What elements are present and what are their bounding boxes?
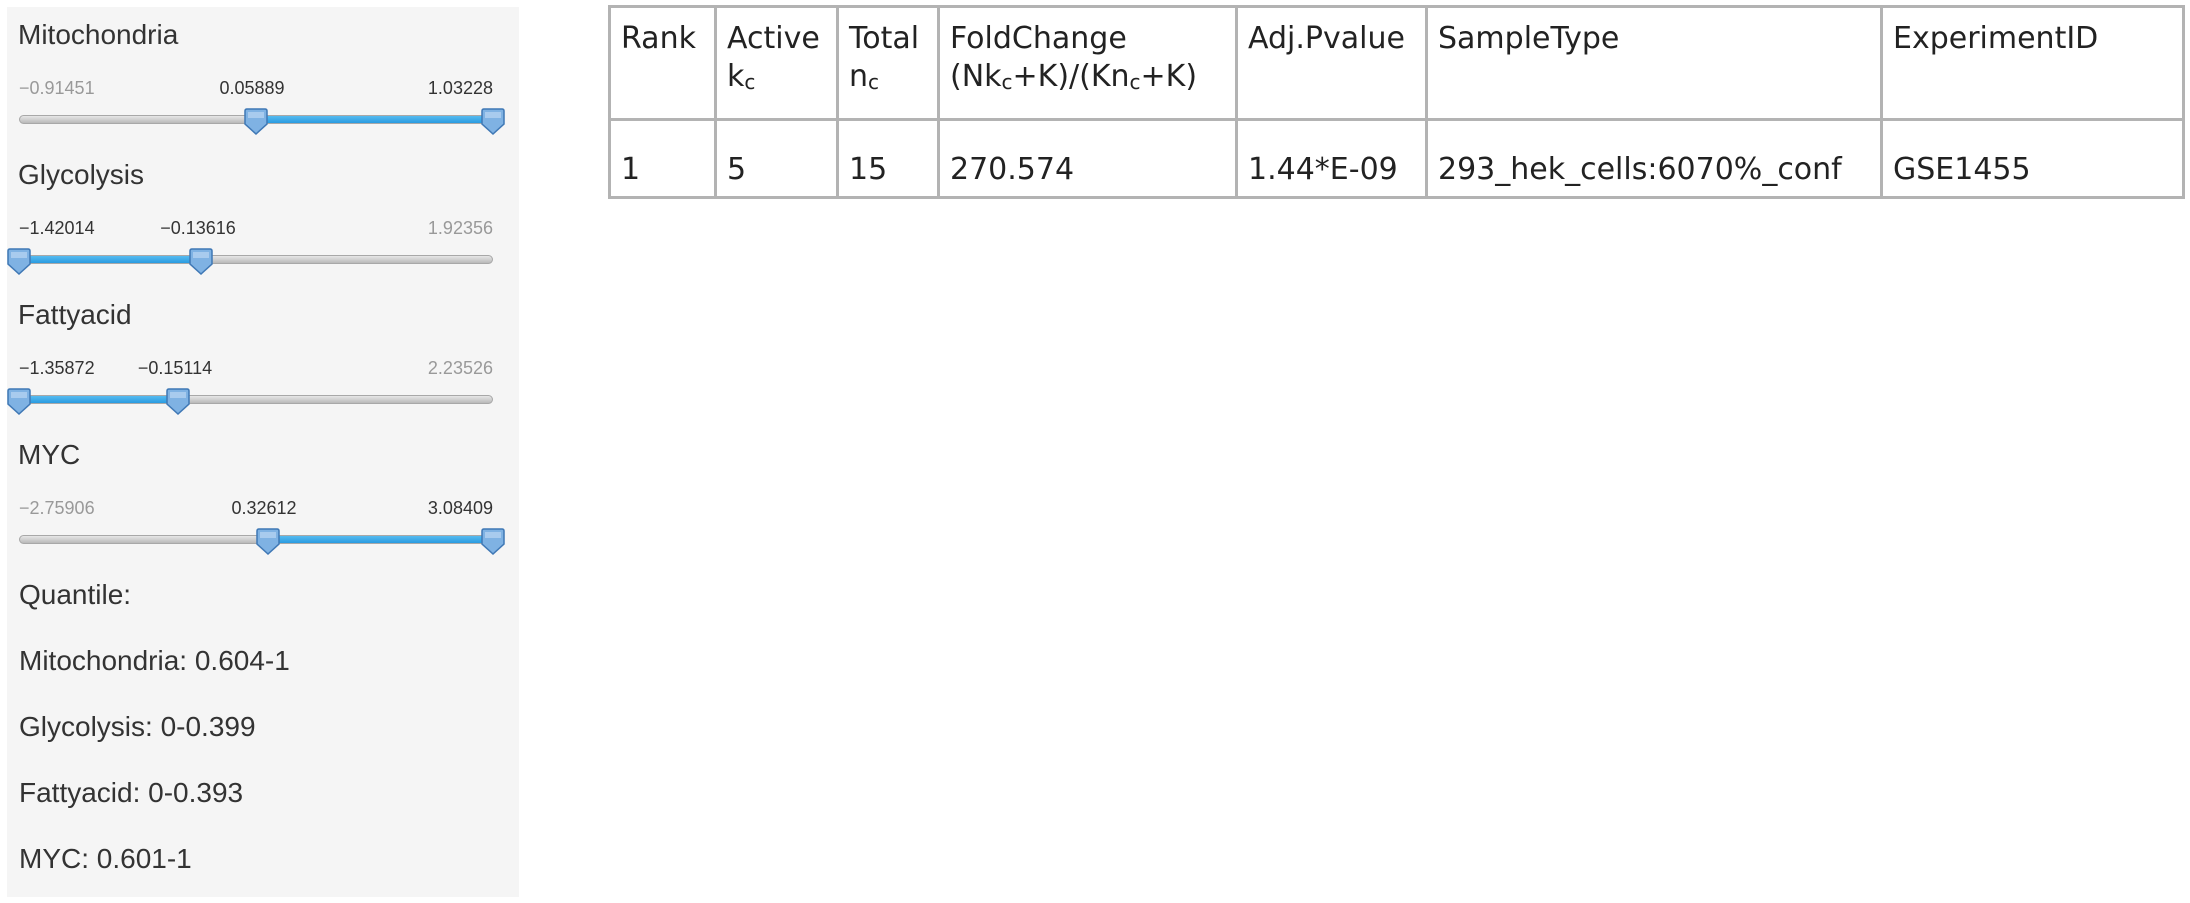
slider-track[interactable]	[19, 395, 493, 404]
cell-total: 15	[836, 118, 940, 199]
col-header-rank[interactable]: Rank	[608, 5, 717, 121]
header-text: Adj.Pvalue	[1248, 21, 1405, 56]
slider-label: Fattyacid	[18, 299, 132, 330]
filter-sidebar: Mitochondria −0.91451 0.05889 1.03228 Gl…	[7, 7, 519, 897]
quantile-mitochondria: Mitochondria: 0.604-1	[19, 645, 290, 676]
col-header-adjpvalue[interactable]: Adj.Pvalue	[1235, 5, 1428, 121]
header-text: n	[849, 59, 869, 94]
slider-high-value: 1.03228	[427, 78, 493, 98]
slider-range-fill	[20, 256, 202, 263]
table-row[interactable]: 1 5 15 270.574 1.44*E-09 293_hek_cells:6…	[608, 118, 2185, 199]
slider-low-value: −0.13616	[160, 218, 236, 238]
slider-low-handle[interactable]	[243, 108, 269, 136]
slider-glycolysis: Glycolysis −1.42014 −0.13616 1.92356	[7, 147, 519, 287]
slider-high-handle[interactable]	[480, 528, 506, 556]
header-text: k	[727, 59, 745, 94]
header-text: Rank	[621, 21, 696, 56]
header-text: +K)/(Kn	[1012, 59, 1130, 94]
header-subscript: c	[744, 70, 756, 94]
slider-range-fill	[256, 116, 492, 123]
slider-myc: MYC −2.75906 0.32612 3.08409	[7, 427, 519, 567]
slider-low-handle[interactable]	[6, 388, 32, 416]
cell-rank: 1	[608, 118, 717, 199]
quantile-fattyacid: Fattyacid: 0-0.393	[19, 777, 244, 808]
header-subscript: c	[1001, 70, 1013, 94]
slider-low-value: 0.05889	[219, 78, 285, 98]
cell-active: 5	[714, 118, 839, 199]
slider-track[interactable]	[19, 255, 493, 264]
slider-min-value: −2.75906	[19, 498, 95, 518]
slider-range-fill	[20, 396, 179, 403]
col-header-experimentid[interactable]: ExperimentID	[1880, 5, 2185, 121]
slider-label: Glycolysis	[18, 159, 145, 190]
quantile-myc: MYC: 0.601-1	[19, 843, 192, 874]
slider-low-value: −0.15114	[137, 358, 213, 378]
slider-high-handle[interactable]	[480, 108, 506, 136]
header-text: Active	[727, 21, 820, 56]
cell-foldchange: 270.574	[937, 118, 1238, 199]
slider-min-value: −0.91451	[19, 78, 95, 98]
col-header-foldchange[interactable]: FoldChange (Nkc+K)/(Knc+K)	[937, 5, 1238, 121]
header-subscript: c	[1129, 70, 1141, 94]
slider-low-value: 0.32612	[231, 498, 297, 518]
header-text: SampleType	[1438, 21, 1620, 56]
slider-min-value: −1.35872	[19, 358, 95, 378]
header-text: ExperimentID	[1893, 21, 2099, 56]
header-subscript: c	[868, 70, 880, 94]
quantile-heading: Quantile:	[19, 579, 132, 610]
slider-range-fill	[267, 536, 492, 543]
header-text: FoldChange	[950, 21, 1127, 56]
quantile-glycolysis: Glycolysis: 0-0.399	[19, 711, 256, 742]
header-text: Total	[849, 21, 920, 56]
slider-label: Mitochondria	[18, 19, 179, 50]
cell-experimentid: GSE1455	[1880, 118, 2185, 199]
slider-low-handle[interactable]	[255, 528, 281, 556]
col-header-sampletype[interactable]: SampleType	[1425, 5, 1883, 121]
slider-label: MYC	[18, 439, 81, 470]
slider-high-handle[interactable]	[188, 248, 214, 276]
header-text: (Nk	[950, 59, 1002, 94]
slider-high-handle[interactable]	[165, 388, 191, 416]
results-table: Rank Active kc Total nc FoldChange (Nkc+…	[608, 5, 2185, 199]
header-text: +K)	[1140, 59, 1198, 94]
table-header-row: Rank Active kc Total nc FoldChange (Nkc+…	[608, 5, 2185, 121]
slider-min-value: −1.42014	[19, 218, 95, 238]
col-header-total[interactable]: Total nc	[836, 5, 940, 121]
slider-high-value: 2.23526	[427, 358, 493, 378]
slider-fattyacid: Fattyacid −1.35872 −0.15114 2.23526	[7, 287, 519, 427]
slider-high-value: 1.92356	[427, 218, 493, 238]
cell-adjpvalue: 1.44*E-09	[1235, 118, 1428, 199]
slider-mitochondria: Mitochondria −0.91451 0.05889 1.03228	[7, 7, 519, 147]
slider-low-handle[interactable]	[6, 248, 32, 276]
col-header-active[interactable]: Active kc	[714, 5, 839, 121]
cell-sampletype: 293_hek_cells:6070%_conf	[1425, 118, 1883, 199]
slider-high-value: 3.08409	[427, 498, 493, 518]
